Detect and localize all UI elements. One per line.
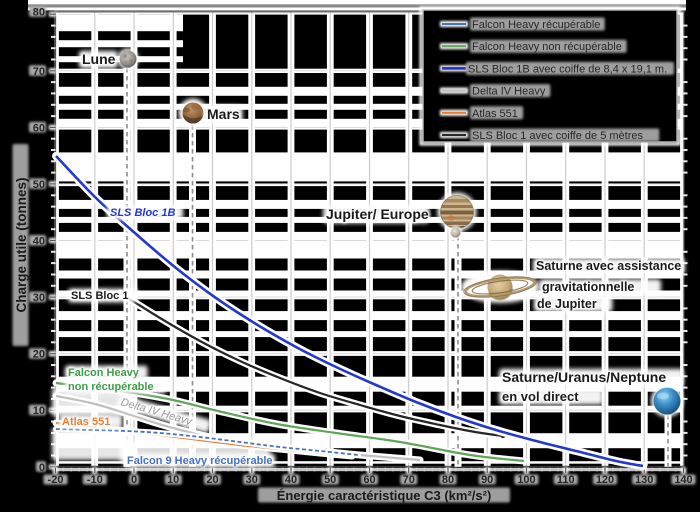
svg-text:50: 50: [324, 474, 336, 486]
svg-text:40: 40: [285, 474, 297, 486]
svg-text:Jupiter/ Europe: Jupiter/ Europe: [326, 206, 429, 222]
svg-text:10: 10: [167, 474, 179, 486]
svg-text:70: 70: [33, 66, 45, 78]
svg-text:120: 120: [596, 474, 614, 486]
svg-text:40: 40: [33, 236, 45, 248]
svg-text:SLS Bloc 1: SLS Bloc 1: [71, 290, 128, 302]
svg-text:Falcon Heavy récupérable: Falcon Heavy récupérable: [472, 19, 600, 31]
svg-text:140: 140: [674, 474, 692, 486]
svg-text:Falcon 9 Heavy récupérable: Falcon 9 Heavy récupérable: [127, 455, 273, 467]
svg-text:SLS Bloc 1 avec coiffe de 5 mè: SLS Bloc 1 avec coiffe de 5 mètres: [472, 130, 643, 142]
svg-text:0: 0: [39, 462, 45, 474]
svg-text:Falcon Heavy: Falcon Heavy: [68, 367, 140, 379]
svg-text:-10: -10: [87, 474, 103, 486]
svg-text:90: 90: [481, 474, 493, 486]
svg-text:SLS Bloc 1B avec coiffe de 8,4: SLS Bloc 1B avec coiffe de 8,4 x 19,1 m.: [468, 63, 667, 75]
svg-text:Lune: Lune: [82, 51, 116, 67]
svg-text:Charge utile (tonnes): Charge utile (tonnes): [14, 177, 29, 312]
svg-text:60: 60: [363, 474, 375, 486]
svg-text:gravitationnelle: gravitationnelle: [542, 280, 634, 294]
svg-text:0: 0: [131, 474, 137, 486]
svg-text:130: 130: [635, 474, 653, 486]
svg-text:en vol direct: en vol direct: [502, 389, 579, 404]
svg-text:Delta IV Heavy: Delta IV Heavy: [472, 86, 546, 98]
svg-text:de Jupiter: de Jupiter: [537, 297, 597, 311]
svg-text:Mars: Mars: [207, 106, 240, 122]
svg-text:Saturne/Uranus/Neptune: Saturne/Uranus/Neptune: [502, 369, 666, 385]
svg-text:80: 80: [33, 7, 45, 19]
svg-text:Falcon Heavy non récupérable: Falcon Heavy non récupérable: [472, 41, 622, 53]
svg-text:100: 100: [517, 474, 535, 486]
svg-text:SLS Bloc 1B: SLS Bloc 1B: [110, 207, 175, 219]
svg-text:110: 110: [557, 474, 575, 486]
svg-text:10: 10: [33, 405, 45, 417]
svg-text:-20: -20: [48, 474, 64, 486]
svg-text:50: 50: [33, 179, 45, 191]
svg-text:Saturne avec assistance: Saturne avec assistance: [536, 259, 681, 273]
svg-text:non récupérable: non récupérable: [68, 381, 154, 393]
svg-text:20: 20: [206, 474, 218, 486]
svg-text:80: 80: [442, 474, 454, 486]
svg-text:60: 60: [33, 122, 45, 134]
svg-text:20: 20: [33, 349, 45, 361]
svg-text:Énergie caractéristique C3 (km: Énergie caractéristique C3 (km²/s²): [277, 488, 492, 503]
svg-text:70: 70: [403, 474, 415, 486]
svg-text:30: 30: [33, 292, 45, 304]
svg-text:30: 30: [246, 474, 258, 486]
svg-text:Atlas 551: Atlas 551: [472, 108, 518, 120]
svg-text:Atlas 551: Atlas 551: [62, 416, 110, 428]
